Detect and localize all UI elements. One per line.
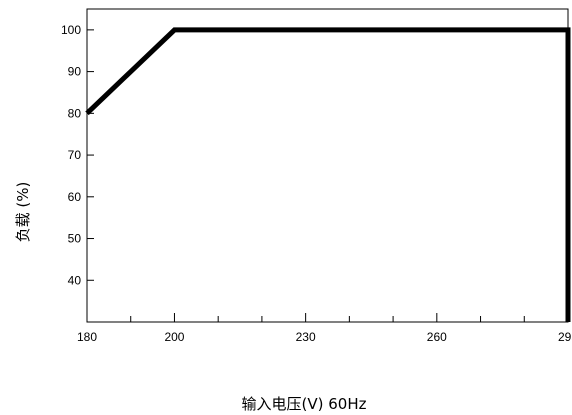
y-tick-label: 100 bbox=[61, 23, 81, 37]
x-tick-label: 230 bbox=[296, 330, 316, 344]
x-tick-label: 295 bbox=[558, 330, 572, 344]
y-tick-label: 70 bbox=[68, 148, 82, 162]
y-tick-label: 60 bbox=[68, 190, 82, 204]
x-tick-label: 200 bbox=[164, 330, 184, 344]
x-axis-title: 输入电压(V) 60Hz bbox=[242, 395, 367, 413]
y-tick-label: 90 bbox=[68, 65, 82, 79]
y-tick-label: 40 bbox=[68, 273, 82, 287]
plot-frame bbox=[86, 8, 569, 323]
y-tick-label: 80 bbox=[68, 106, 82, 120]
y-axis-title: 负载 (%) bbox=[14, 182, 32, 243]
x-tick-label: 260 bbox=[427, 330, 447, 344]
y-tick-label: 50 bbox=[68, 232, 82, 246]
x-tick-label: 180 bbox=[77, 330, 97, 344]
series-line-0 bbox=[85, 27, 571, 322]
